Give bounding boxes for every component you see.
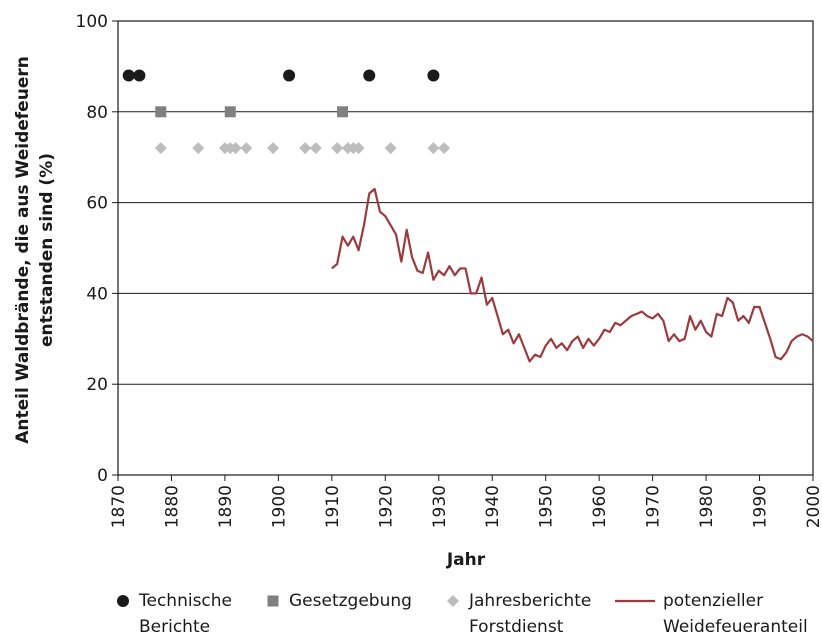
point	[352, 142, 365, 155]
point	[192, 142, 205, 155]
point	[229, 142, 242, 155]
legend-swatch	[445, 588, 461, 614]
point	[122, 69, 135, 82]
point	[363, 69, 376, 82]
legend-item: Jahresberichte Forstdienst	[445, 588, 604, 640]
legend-swatch	[615, 588, 655, 614]
legend-label: Gesetzgebung	[289, 591, 412, 611]
legend-marker	[447, 595, 459, 607]
legend-swatch	[115, 588, 131, 614]
point	[447, 595, 459, 607]
legend-swatch	[265, 588, 281, 614]
x-tick-label: 1920	[376, 485, 396, 528]
y-axis-label: Anteil Waldbrände, die aus Weidefeuern	[13, 56, 33, 444]
point	[337, 106, 349, 118]
x-tick-label: 1970	[644, 485, 664, 528]
point	[267, 142, 280, 155]
x-tick-label: 1950	[537, 485, 557, 528]
point	[427, 69, 440, 82]
data-line	[331, 187, 814, 363]
x-tick-label: 1980	[697, 485, 717, 528]
legend-label: Jahresberichte Forstdienst	[469, 591, 592, 637]
chart: Jahr Anteil Waldbrände, die aus Weidefeu…	[13, 12, 822, 570]
point	[224, 106, 236, 118]
x-tick-label: 1990	[751, 485, 771, 528]
x-tick-label: 2000	[804, 485, 822, 528]
point	[438, 142, 451, 155]
point	[267, 595, 279, 607]
x-tick-label: 1870	[109, 485, 129, 528]
y-tick-label: 40	[86, 284, 108, 304]
point	[331, 142, 344, 155]
x-tick-label: 1900	[269, 485, 289, 528]
point	[155, 106, 167, 118]
point	[117, 595, 129, 607]
x-tick-label: 1890	[216, 485, 236, 528]
legend-marker	[615, 599, 655, 603]
x-tick-label: 1940	[483, 485, 503, 528]
x-tick-label: 1880	[162, 485, 182, 528]
x-tick-label: 1930	[430, 485, 450, 528]
point	[154, 142, 167, 155]
y-tick-label: 20	[86, 375, 108, 395]
x-tick-label: 1910	[323, 485, 343, 528]
point	[299, 142, 312, 155]
legend-marker	[267, 595, 279, 607]
y-axis-label: entstanden sind (%)	[37, 153, 57, 347]
legend-label: potenzieller Weidefeueranteil	[663, 591, 808, 637]
y-tick-label: 0	[97, 466, 108, 486]
y-tick-label: 100	[76, 12, 108, 32]
point	[309, 142, 322, 155]
point	[283, 69, 296, 82]
point	[133, 69, 146, 82]
x-axis-label: Jahr	[446, 550, 486, 570]
legend: Technische Berichte Gesetzgebung Jahresber…	[115, 588, 820, 640]
x-tick-label: 1960	[590, 485, 610, 528]
point	[384, 142, 397, 155]
legend-item: potenzieller Weidefeueranteil	[615, 588, 822, 640]
y-tick-label: 80	[86, 103, 108, 123]
point	[240, 142, 253, 155]
point	[427, 142, 440, 155]
legend-item: Gesetzgebung	[265, 588, 439, 614]
y-tick-label: 60	[86, 194, 108, 214]
legend-label: Technische Berichte	[139, 591, 233, 637]
plot-frame	[117, 20, 814, 476]
legend-item: Technische Berichte	[115, 588, 249, 640]
legend-marker	[117, 595, 129, 607]
